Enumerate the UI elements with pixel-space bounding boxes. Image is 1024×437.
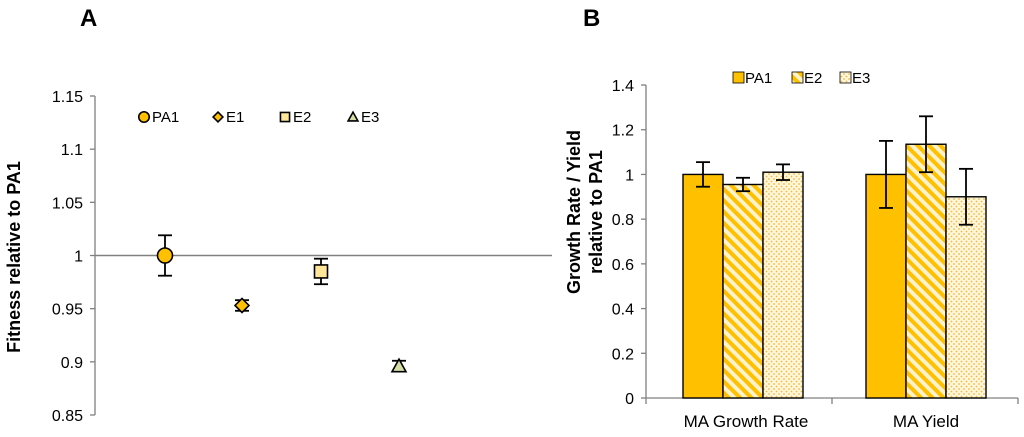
legend-label-e1: E1 [226,109,244,126]
panel-a-y-tick-labels: 0.85 0.9 0.95 1 1.05 1.1 1.15 [52,89,83,425]
category-label: MA Yield [893,412,959,431]
panel-b-y-tick-label: 0.2 [612,346,634,363]
panel-a-y-tick-label: 1.15 [52,89,83,106]
panel-a-y-tick-label: 0.95 [52,302,83,319]
panel-a-y-axis-label: Fitness relative to PA1 [4,161,24,353]
bar-e3-growth-rate [762,171,804,399]
legend-label-pa1: PA1 [745,70,772,87]
panel-a-y-tick-label: 1 [74,249,83,266]
category-label: MA Growth Rate [684,412,809,431]
legend-label-e2: E2 [293,109,311,126]
legend-label-pa1: PA1 [152,109,179,126]
data-point-e1 [233,297,251,314]
panel-a-y-tick-label: 1.1 [61,142,83,159]
panel-b-y-tick-marks [641,84,646,399]
panel-b-legend: PA1 E2 E3 [732,70,870,87]
panel-a-y-tick-label: 0.9 [61,355,83,372]
data-point-pa1 [156,247,174,264]
legend-marker-e3 [346,110,360,122]
panel-b-y-tick-label: 0.6 [612,257,634,274]
panel-b-category-labels: MA Growth Rate MA Yield [645,398,1019,431]
panel-b-y-tick-label: 0.8 [612,212,634,229]
bar-e2-yield [905,143,947,399]
data-point-e2 [313,264,329,279]
legend-label-e3: E3 [361,109,379,126]
panel-b-y-tick-label: 1.4 [612,78,634,95]
legend-marker-e2 [279,111,291,123]
panel-b-y-tick-label: 0.4 [612,302,634,319]
bar-e3-yield [945,196,987,399]
legend-swatch-e3 [839,71,852,84]
panel-b-y-tick-labels: 0 0.2 0.4 0.6 0.8 1 1.2 1.4 [612,78,634,408]
panel-a-legend: PA1 E1 E2 E3 [137,109,379,126]
panel-b-y-tick-label: 1 [625,167,634,184]
bar-e2-growth-rate [722,183,764,399]
panel-b: B Growth Rate / Yield relative to PA1 00… [564,5,1019,431]
panel-b-letter: B [583,5,600,32]
panel-a-y-tick-label: 1.05 [52,195,83,212]
legend-swatch-pa1 [732,71,745,84]
panel-a-letter: A [80,5,97,32]
panel-a-y-tick-label: 0.85 [52,408,83,425]
panel-b-y-axis-label-line1: Growth Rate / Yield [564,130,584,294]
data-point-e3 [390,357,408,373]
legend-marker-e1 [211,110,225,124]
panel-b-y-axis-label-line2: relative to PA1 [586,150,606,274]
panel-b-bars [682,115,987,399]
legend-label-e3: E3 [852,70,870,87]
legend-swatch-e2 [791,71,804,84]
bar-pa1-growth-rate [682,173,724,399]
panel-a-y-tick-marks [90,95,95,416]
bar-pa1-yield [865,173,907,399]
panel-b-y-tick-label: 1.2 [612,123,634,140]
legend-marker-pa1 [137,110,151,124]
legend-label-e2: E2 [804,70,822,87]
panel-b-y-tick-label: 0 [625,391,634,408]
panel-a-data-points [156,234,408,373]
panel-a: A Fitness relative to PA1 0.85 0.9 0.95 1 1.… [4,5,552,425]
